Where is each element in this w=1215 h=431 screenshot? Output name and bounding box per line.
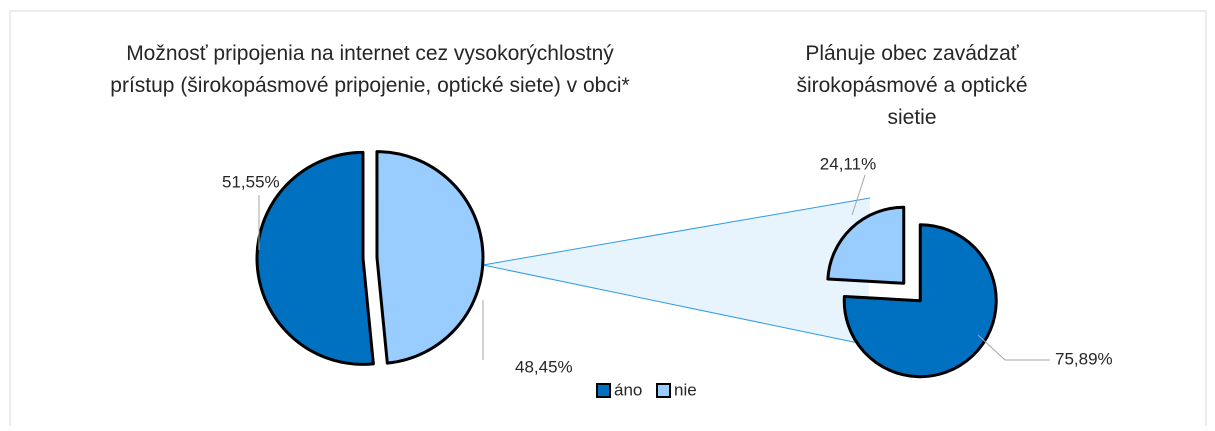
data-label: 24,11% xyxy=(820,154,876,173)
chart-title-line: Plánuje obec zavádzať xyxy=(805,42,1019,65)
chart-title-line: sietie xyxy=(887,106,936,129)
chart-title-line: širokopásmové a optické xyxy=(796,74,1027,97)
pie-slice xyxy=(375,150,485,365)
connector-line xyxy=(482,264,869,346)
plot: Možnosť pripojenia na internet cez vysok… xyxy=(110,42,1113,379)
chart-title: Plánuje obec zavádzať širokopásmové a opt… xyxy=(796,42,1027,129)
pie-slice xyxy=(826,205,906,285)
leader-line xyxy=(977,334,1050,361)
legend-label: áno xyxy=(614,380,642,399)
chart-title: Možnosť pripojenia na internet cez vysok… xyxy=(110,42,629,97)
leader-line xyxy=(851,174,866,216)
data-label: 48,45% xyxy=(515,357,573,376)
legend-swatch xyxy=(656,383,671,398)
chart-frame xyxy=(9,10,1207,431)
pie-slice xyxy=(842,223,998,379)
legend-label: nie xyxy=(674,380,697,399)
pie-slice xyxy=(255,150,375,366)
legend-swatch xyxy=(596,383,611,398)
data-label: 75,89% xyxy=(1055,349,1113,368)
data-label: 51,55% xyxy=(222,172,280,191)
legend: áno nie xyxy=(596,380,697,399)
chart-title-line: prístup (širokopásmové pripojenie, optic… xyxy=(110,74,629,97)
chart-title-line: Možnosť pripojenia na internet cez vysok… xyxy=(126,42,614,65)
connector-area xyxy=(483,198,870,345)
connector-line xyxy=(482,197,871,266)
